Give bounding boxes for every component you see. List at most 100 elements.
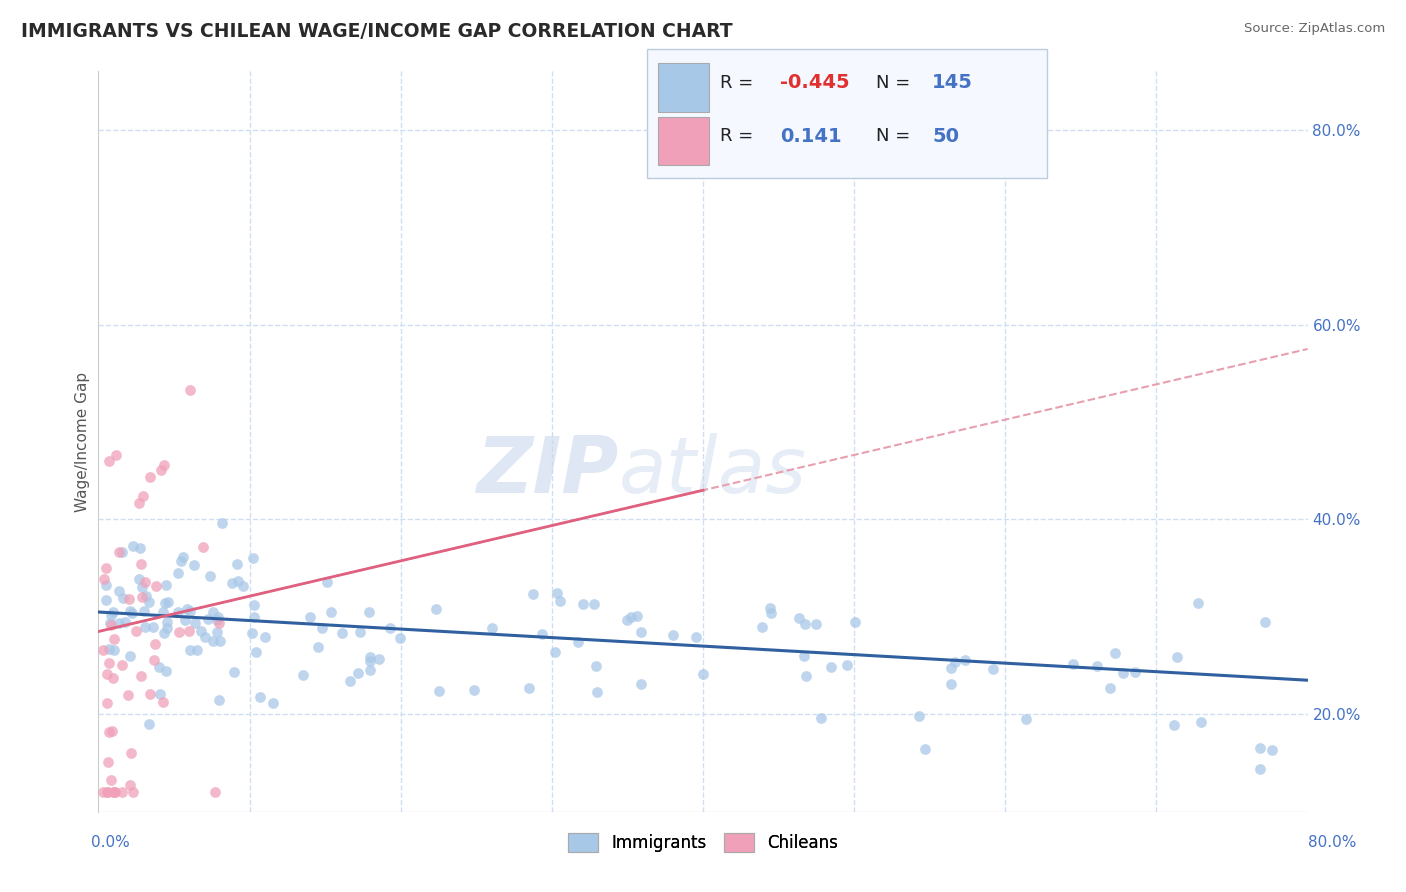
Point	[179, 643, 201, 657]
Point	[787, 611, 810, 625]
Point	[186, 642, 208, 657]
Point	[820, 659, 842, 673]
Point	[149, 687, 172, 701]
Point	[254, 630, 277, 644]
Point	[131, 580, 153, 594]
Point	[205, 613, 228, 627]
Point	[583, 597, 606, 611]
Point	[1015, 711, 1038, 725]
Point	[1261, 742, 1284, 756]
Text: N =: N =	[876, 128, 910, 145]
Point	[183, 558, 205, 573]
Point	[128, 572, 150, 586]
Point	[794, 669, 817, 683]
Point	[243, 599, 266, 613]
Point	[148, 659, 170, 673]
Point	[586, 685, 609, 699]
Point	[143, 653, 166, 667]
Point	[120, 746, 142, 760]
Point	[378, 622, 401, 636]
Point	[543, 645, 565, 659]
Point	[225, 557, 247, 571]
Point	[221, 576, 243, 591]
Point	[793, 649, 815, 664]
Point	[981, 662, 1004, 676]
Point	[914, 741, 936, 756]
Point	[908, 709, 931, 723]
Point	[107, 584, 129, 599]
Point	[94, 578, 117, 592]
Point	[427, 683, 450, 698]
Point	[177, 624, 200, 638]
Point	[152, 605, 174, 619]
Point	[844, 615, 866, 630]
Y-axis label: Wage/Income Gap: Wage/Income Gap	[75, 371, 90, 512]
Point	[522, 587, 544, 601]
Point	[156, 621, 179, 635]
Point	[941, 661, 963, 675]
Text: 145: 145	[932, 73, 973, 93]
Point	[118, 591, 141, 606]
Text: N =: N =	[876, 74, 910, 92]
Point	[128, 496, 150, 510]
Text: 50: 50	[932, 127, 959, 146]
Point	[806, 617, 828, 632]
Text: R =: R =	[720, 128, 754, 145]
Point	[211, 516, 233, 530]
Point	[97, 641, 120, 656]
Point	[685, 630, 707, 644]
Point	[135, 589, 157, 603]
Point	[1189, 715, 1212, 730]
Point	[316, 575, 339, 590]
Point	[103, 606, 125, 620]
Point	[835, 657, 858, 672]
Point	[111, 591, 134, 606]
Point	[630, 625, 652, 640]
Point	[134, 620, 156, 634]
Point	[155, 664, 177, 678]
Point	[232, 579, 254, 593]
Point	[97, 454, 120, 468]
Point	[626, 609, 648, 624]
Point	[1254, 615, 1277, 629]
Point	[941, 677, 963, 691]
Point	[1104, 646, 1126, 660]
Point	[172, 550, 194, 565]
Text: R =: R =	[720, 74, 754, 92]
Point	[205, 625, 228, 640]
Point	[1166, 650, 1188, 665]
Point	[111, 657, 134, 672]
Point	[96, 667, 118, 681]
Point	[122, 539, 145, 553]
Point	[97, 756, 120, 770]
Point	[201, 605, 224, 619]
Point	[97, 725, 120, 739]
Point	[194, 630, 217, 644]
Point	[307, 640, 329, 654]
Point	[202, 633, 225, 648]
Point	[152, 458, 174, 473]
Point	[179, 383, 201, 397]
Point	[145, 578, 167, 592]
Point	[96, 696, 118, 710]
Point	[139, 686, 162, 700]
Point	[546, 585, 568, 599]
Text: atlas: atlas	[619, 434, 806, 509]
Point	[132, 604, 155, 618]
Point	[360, 654, 382, 668]
Point	[108, 544, 131, 558]
Point	[131, 591, 153, 605]
Point	[138, 595, 160, 609]
Point	[103, 785, 125, 799]
Point	[176, 602, 198, 616]
Point	[197, 611, 219, 625]
Point	[620, 610, 643, 624]
Point	[104, 785, 127, 799]
Point	[142, 620, 165, 634]
Point	[943, 655, 966, 669]
Point	[299, 610, 322, 624]
Point	[245, 645, 267, 659]
Point	[129, 541, 152, 555]
Point	[243, 610, 266, 624]
Point	[311, 621, 333, 635]
